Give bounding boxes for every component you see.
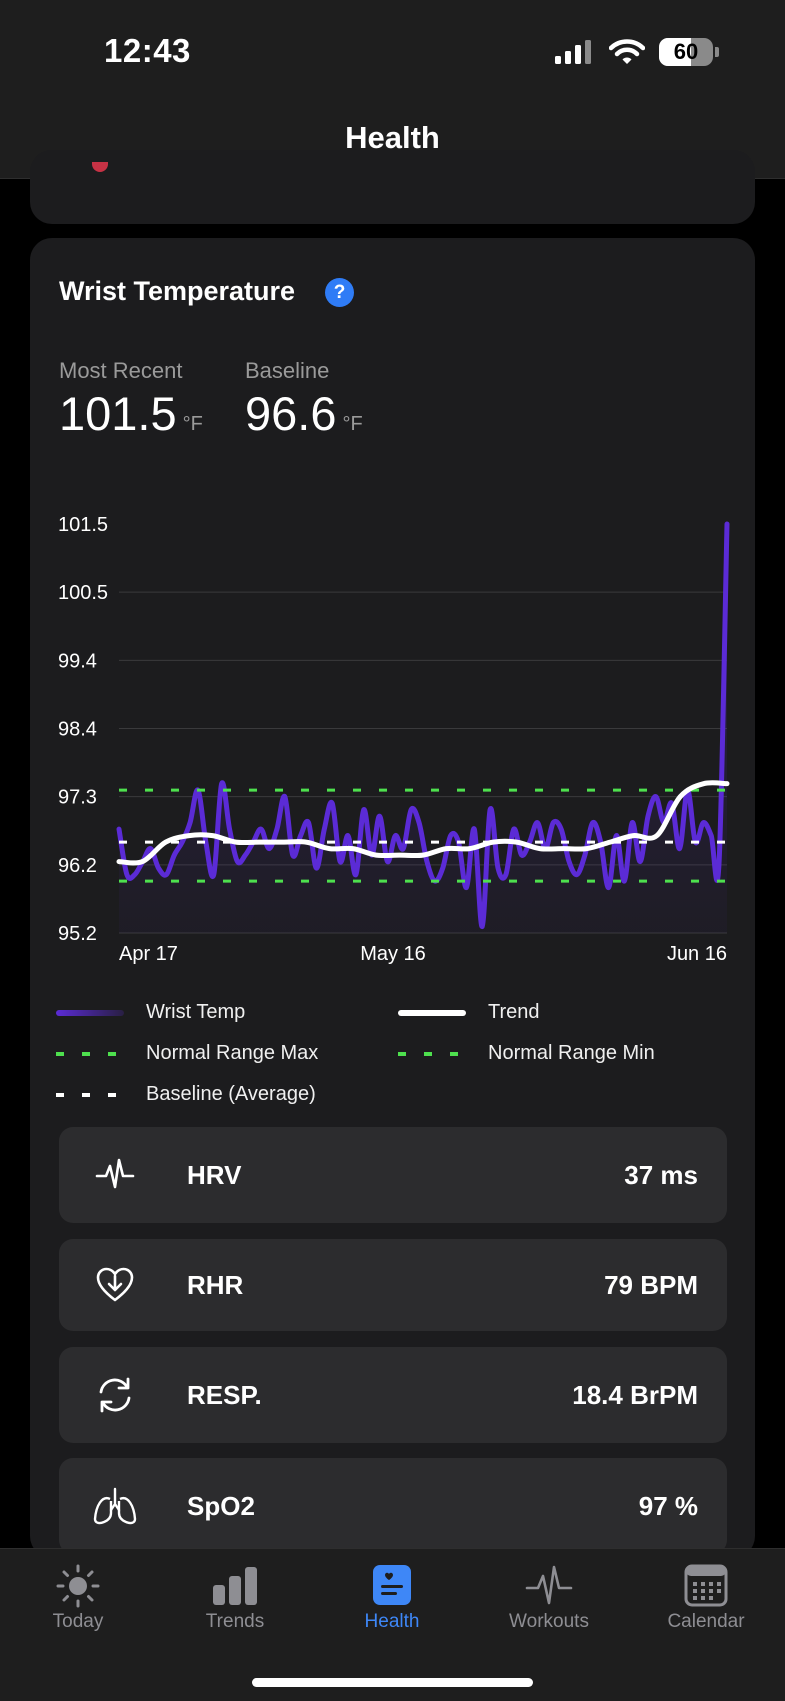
- tab-label: Workouts: [509, 1611, 589, 1632]
- battery-icon: 60: [659, 38, 713, 66]
- wrist-temperature-card: Wrist Temperature ? Most Recent 101.5 °F …: [30, 238, 755, 1558]
- y-tick-label: 95.2: [58, 923, 97, 945]
- x-tick-label: Jun 16: [667, 943, 727, 965]
- baseline-label: Baseline: [245, 358, 330, 383]
- legend-label: Normal Range Min: [488, 1042, 655, 1064]
- tab-label: Calendar: [667, 1611, 745, 1632]
- most-recent-unit: °F: [182, 413, 203, 435]
- legend-trend: Trend: [398, 1001, 540, 1024]
- tab-label: Health: [364, 1611, 420, 1632]
- y-tick-label: 98.4: [58, 719, 97, 741]
- tab-workouts[interactable]: Workouts: [489, 1563, 609, 1633]
- calendar-icon: [684, 1564, 728, 1607]
- battery-percent: 60: [673, 39, 699, 64]
- status-time: 12:43: [104, 32, 191, 69]
- health-doc-icon: [373, 1565, 411, 1605]
- wrist-temperature-chart: 101.5 100.5 99.4 98.4 97.3 96.2 95.2 Apr 17 May …: [58, 514, 730, 965]
- y-tick-label: 97.3: [58, 787, 97, 809]
- bar-chart-icon: [213, 1567, 257, 1605]
- y-tick-label: 101.5: [58, 514, 108, 536]
- y-tick-label: 96.2: [58, 855, 97, 877]
- baseline-unit: °F: [342, 413, 363, 435]
- cellular-signal-icon: [555, 40, 591, 64]
- status-bar: 12:43 60: [0, 0, 785, 110]
- vital-value: 79 BPM: [604, 1270, 698, 1300]
- most-recent-metric: Most Recent 101.5 °F: [59, 358, 203, 441]
- wifi-icon: [609, 39, 645, 64]
- wrist-temp-line: [116, 521, 730, 930]
- sun-icon: [56, 1564, 100, 1608]
- battery-cap: [715, 47, 719, 57]
- vital-name: RESP.: [187, 1380, 262, 1410]
- vital-name: SpO2: [187, 1491, 255, 1521]
- vital-row-rhr[interactable]: RHR 79 BPM: [59, 1239, 727, 1331]
- tab-today[interactable]: Today: [18, 1563, 138, 1633]
- page-title: Health: [345, 120, 440, 155]
- tab-health[interactable]: Health: [332, 1563, 452, 1633]
- x-tick-label: May 16: [360, 943, 426, 965]
- legend-swatch-purple-line: [56, 1009, 124, 1016]
- lungs-icon: [93, 1487, 137, 1525]
- tab-label: Today: [52, 1611, 104, 1632]
- question-mark-icon[interactable]: ?: [325, 278, 354, 307]
- tab-bar: Today Trends Health Workouts: [0, 1548, 785, 1701]
- vital-name: HRV: [187, 1160, 242, 1190]
- legend-label: Wrist Temp: [146, 1001, 246, 1023]
- y-tick-label: 100.5: [58, 582, 108, 604]
- baseline-metric: Baseline 96.6 °F: [245, 358, 363, 441]
- legend-label: Baseline (Average): [146, 1083, 316, 1105]
- vital-value: 97 %: [638, 1491, 698, 1521]
- status-icons: 60: [555, 38, 719, 66]
- vital-row-resp[interactable]: RESP. 18.4 BrPM: [59, 1347, 727, 1443]
- previous-card: [30, 150, 755, 224]
- legend-label: Trend: [488, 1001, 540, 1023]
- legend-normal-range-max: Normal Range Max: [56, 1042, 318, 1065]
- trend-line: [116, 780, 730, 866]
- x-tick-label: Apr 17: [119, 943, 178, 965]
- tab-calendar[interactable]: Calendar: [646, 1563, 766, 1633]
- y-tick-label: 99.4: [58, 650, 97, 672]
- card-title: Wrist Temperature: [59, 276, 296, 306]
- legend-wrist-temp: Wrist Temp: [56, 1001, 245, 1024]
- baseline-value: 96.6: [245, 387, 337, 440]
- tab-label: Trends: [205, 1611, 265, 1632]
- home-indicator: [252, 1678, 533, 1687]
- legend-label: Normal Range Max: [146, 1042, 319, 1064]
- vital-row-hrv[interactable]: HRV 37 ms: [59, 1127, 727, 1223]
- heartbeat-wave-icon: [95, 1158, 135, 1189]
- previous-card-indicator: [92, 162, 108, 172]
- legend-swatch-white-dashed: [56, 1092, 124, 1097]
- legend-normal-range-min: Normal Range Min: [398, 1042, 655, 1065]
- refresh-cycle-icon: [99, 1377, 131, 1413]
- most-recent-value: 101.5: [59, 387, 177, 440]
- legend-swatch-green-dashed: [398, 1051, 466, 1056]
- vital-name: RHR: [187, 1270, 244, 1300]
- heart-down-arrow-icon: [96, 1267, 134, 1302]
- vital-row-spo2[interactable]: SpO2 97 %: [59, 1458, 727, 1554]
- legend-baseline-average: Baseline (Average): [56, 1083, 316, 1106]
- legend-swatch-green-dashed: [56, 1051, 124, 1056]
- tab-trends[interactable]: Trends: [175, 1563, 295, 1633]
- most-recent-label: Most Recent: [59, 358, 183, 383]
- vital-value: 37 ms: [624, 1160, 698, 1190]
- vital-value: 18.4 BrPM: [572, 1380, 698, 1410]
- pulse-icon: [525, 1565, 573, 1605]
- legend-swatch-white-line: [398, 1009, 466, 1016]
